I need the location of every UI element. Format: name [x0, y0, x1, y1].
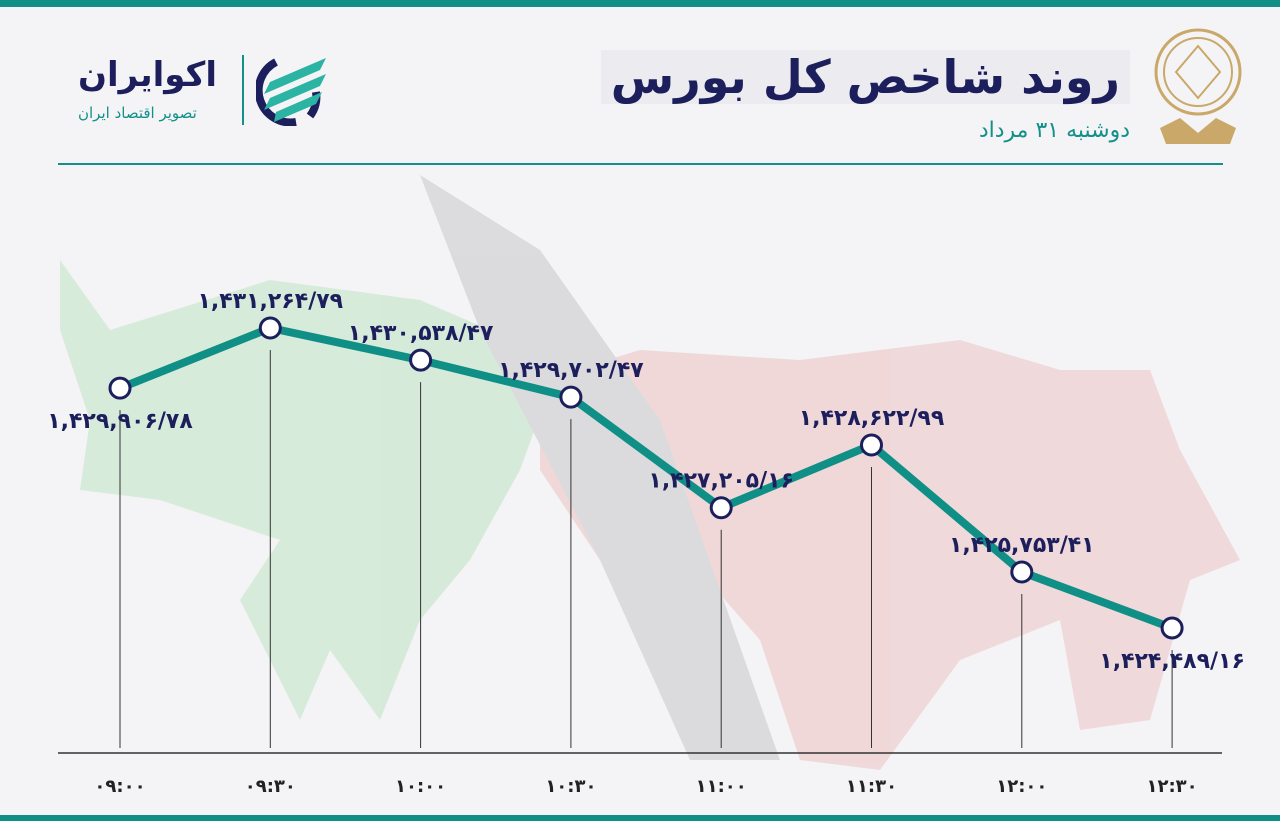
background-art: [60, 175, 1240, 770]
bear-shape: [540, 340, 1240, 770]
header-divider: [58, 163, 1223, 165]
page-title: روند شاخص کل بورس: [600, 50, 1130, 104]
stock-exchange-seal-icon: [1154, 28, 1242, 144]
x-tick-label: ۱۱:۳۰: [846, 776, 897, 797]
logo-name: اکوایران: [78, 55, 217, 95]
series-line: [118, 324, 1174, 632]
data-point: [1010, 560, 1034, 584]
data-point: [258, 316, 282, 340]
data-point: [108, 376, 132, 400]
x-tick-label: ۱۲:۰۰: [996, 776, 1047, 797]
top-bar: [0, 0, 1280, 7]
page-subtitle: دوشنبه ۳۱ مرداد: [978, 118, 1130, 143]
x-tick-label: ۱۰:۰۰: [395, 776, 446, 797]
data-label: ۱,۴۳۰,۵۳۸/۴۷: [348, 321, 494, 346]
bottom-bar: [0, 815, 1280, 821]
data-label: ۱,۴۲۸,۶۲۲/۹۹: [799, 406, 945, 431]
data-label: ۱,۴۲۵,۷۵۳/۴۱: [949, 533, 1095, 558]
data-label: ۱,۴۲۷,۲۰۵/۱۶: [648, 469, 794, 494]
x-tick-label: ۰۹:۳۰: [245, 776, 296, 797]
x-tick-label: ۰۹:۰۰: [94, 776, 145, 797]
arrow-shape: [420, 175, 780, 760]
data-label: ۱,۴۲۹,۷۰۲/۴۷: [498, 358, 644, 383]
data-point: [409, 348, 433, 372]
data-label: ۱,۴۳۱,۲۶۴/۷۹: [197, 289, 343, 314]
data-point: [1160, 616, 1184, 640]
x-tick-label: ۱۱:۰۰: [696, 776, 747, 797]
data-point: [709, 496, 733, 520]
data-label: ۱,۴۲۹,۹۰۶/۷۸: [47, 409, 193, 434]
logo-tagline: تصویر اقتصاد ایران: [78, 104, 197, 122]
data-point: [860, 433, 883, 457]
data-point: [559, 385, 583, 409]
x-tick-label: ۱۰:۳۰: [545, 776, 596, 797]
logo-divider: [242, 55, 244, 125]
x-tick-label: ۱۲:۳۰: [1147, 776, 1198, 797]
ecoiran-logo-icon: [256, 58, 326, 126]
bull-shape: [60, 260, 560, 720]
data-label: ۱,۴۲۴,۴۸۹/۱۶: [1099, 649, 1245, 674]
